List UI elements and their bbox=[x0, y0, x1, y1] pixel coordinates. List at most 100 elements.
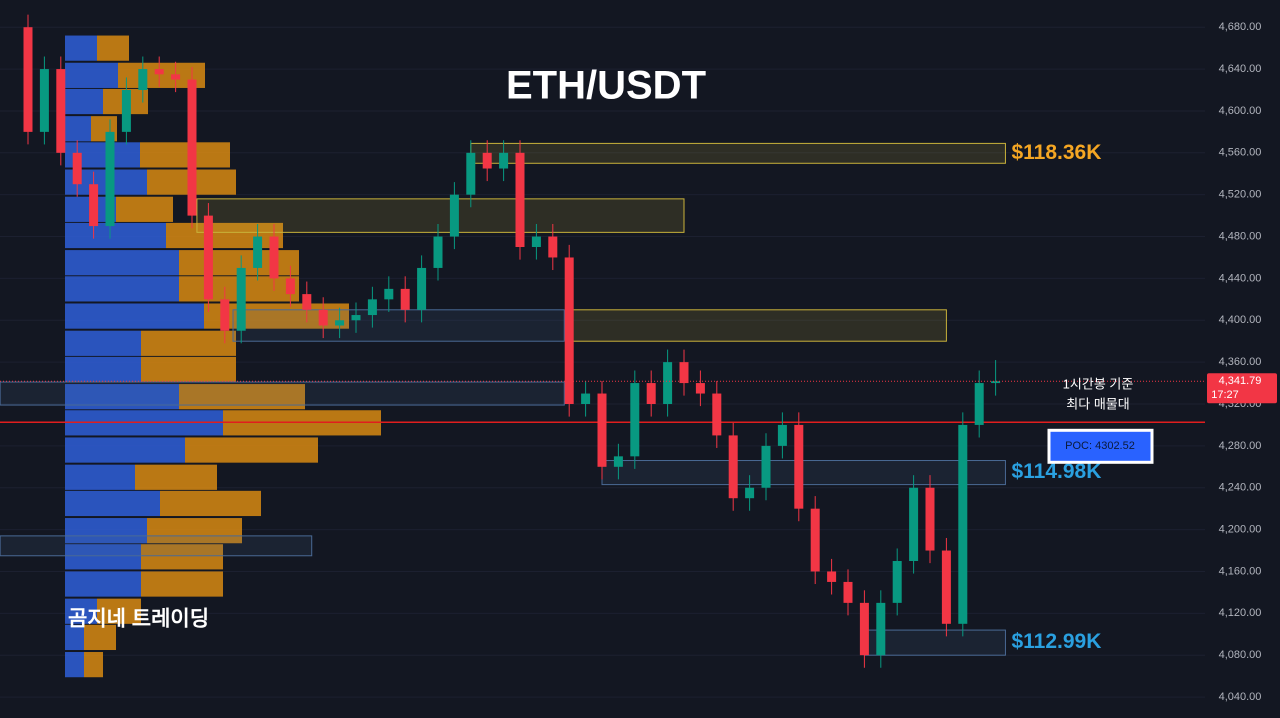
candle-body bbox=[745, 487, 755, 499]
profile-buy bbox=[65, 571, 141, 597]
y-tick-label: 4,360.00 bbox=[1219, 356, 1262, 368]
y-tick-label: 4,440.00 bbox=[1219, 272, 1262, 284]
candle-body bbox=[39, 69, 49, 132]
candle-body bbox=[909, 487, 919, 562]
candle-body bbox=[728, 435, 738, 499]
candle-body bbox=[269, 236, 279, 279]
candle-body bbox=[417, 267, 427, 310]
last-price-tag bbox=[1207, 373, 1277, 404]
profile-sell bbox=[140, 142, 230, 168]
candle-body bbox=[433, 236, 443, 268]
last-price-label: 4,341.79 bbox=[1219, 375, 1262, 387]
candle-body bbox=[253, 236, 263, 268]
candle-body bbox=[548, 236, 558, 258]
candle-body bbox=[958, 424, 968, 624]
y-tick-label: 4,480.00 bbox=[1219, 230, 1262, 242]
y-tick-label: 4,520.00 bbox=[1219, 189, 1262, 201]
profile-buy bbox=[65, 330, 141, 356]
profile-sell bbox=[185, 437, 318, 463]
profile-buy bbox=[65, 116, 91, 142]
zone-label: $118.36K bbox=[1011, 141, 1101, 164]
profile-sell bbox=[84, 624, 116, 651]
candle-body bbox=[236, 267, 246, 331]
candle-body bbox=[482, 152, 492, 169]
candle-body bbox=[597, 393, 607, 467]
profile-buy bbox=[65, 437, 185, 463]
y-tick-label: 4,280.00 bbox=[1219, 440, 1262, 452]
candle-body bbox=[121, 90, 131, 132]
candle-body bbox=[974, 383, 984, 425]
profile-sell bbox=[135, 464, 217, 490]
plot bbox=[0, 14, 1205, 698]
profile-buy bbox=[65, 464, 135, 490]
candle-body bbox=[187, 79, 197, 216]
y-tick-label: 4,120.00 bbox=[1219, 607, 1262, 619]
candle-body bbox=[302, 294, 312, 310]
zone bbox=[232, 309, 565, 342]
zone-label: $114.98K bbox=[1011, 460, 1101, 483]
zone-label: $112.99K bbox=[1011, 630, 1101, 653]
profile-buy bbox=[65, 518, 147, 544]
profile-sell bbox=[116, 196, 173, 222]
profile-buy bbox=[65, 250, 179, 276]
profile-buy bbox=[65, 62, 118, 88]
poc-box bbox=[1047, 428, 1154, 464]
y-tick-label: 4,080.00 bbox=[1219, 649, 1262, 661]
candle-body bbox=[892, 561, 902, 603]
candle-body bbox=[941, 550, 951, 624]
candle-body bbox=[367, 299, 377, 316]
candle-body bbox=[679, 362, 689, 384]
candle-body bbox=[449, 194, 459, 237]
zone bbox=[863, 629, 1006, 656]
candle-body bbox=[925, 487, 935, 551]
zone bbox=[470, 142, 1006, 164]
profile-buy bbox=[65, 544, 141, 570]
profile-sell bbox=[166, 222, 283, 249]
y-tick-label: 4,040.00 bbox=[1219, 691, 1262, 703]
y-tick-label: 4,680.00 bbox=[1219, 21, 1262, 33]
candle-body bbox=[777, 424, 787, 446]
candle-body bbox=[712, 393, 722, 436]
candle-body bbox=[531, 236, 541, 248]
y-tick-label: 4,200.00 bbox=[1219, 524, 1262, 536]
profile-buy bbox=[65, 276, 179, 302]
y-tick-label: 4,640.00 bbox=[1219, 63, 1262, 75]
candle-body bbox=[105, 131, 115, 227]
candle-body bbox=[646, 383, 656, 405]
zone bbox=[0, 535, 313, 557]
candle-body bbox=[843, 581, 853, 603]
y-tick-label: 4,240.00 bbox=[1219, 482, 1262, 494]
candle-body bbox=[23, 27, 33, 132]
candle-body bbox=[89, 184, 99, 227]
profile-sell bbox=[147, 518, 242, 544]
candle-body bbox=[613, 456, 623, 467]
candle-body bbox=[351, 315, 361, 321]
annotation: 1시간봉 기준 bbox=[1063, 376, 1134, 391]
candle-body bbox=[318, 309, 328, 326]
profile-buy bbox=[65, 356, 141, 383]
poc-label: POC: 4302.52 bbox=[1065, 440, 1135, 452]
candle-body bbox=[138, 69, 148, 91]
candle-body bbox=[859, 602, 869, 656]
profile-sell bbox=[97, 598, 141, 624]
candle-body bbox=[384, 288, 394, 300]
profile-buy bbox=[65, 652, 84, 678]
zone bbox=[196, 198, 685, 233]
candle-body bbox=[827, 571, 837, 582]
chart-title: ETH/USDT bbox=[506, 64, 706, 108]
profile-buy bbox=[65, 490, 160, 517]
annotation: 최다 매물대 bbox=[1066, 396, 1129, 411]
candle-body bbox=[663, 362, 673, 405]
profile-sell bbox=[160, 490, 261, 517]
price-axis bbox=[1205, 0, 1280, 718]
candle-body bbox=[203, 215, 213, 300]
profile-sell bbox=[97, 35, 129, 61]
candle-body bbox=[72, 152, 82, 185]
profile-sell bbox=[141, 356, 236, 383]
candle-body bbox=[564, 257, 574, 405]
candle-body bbox=[56, 69, 66, 153]
candle-body bbox=[991, 381, 1001, 384]
profile-buy bbox=[65, 303, 204, 329]
candle-body bbox=[285, 278, 295, 295]
